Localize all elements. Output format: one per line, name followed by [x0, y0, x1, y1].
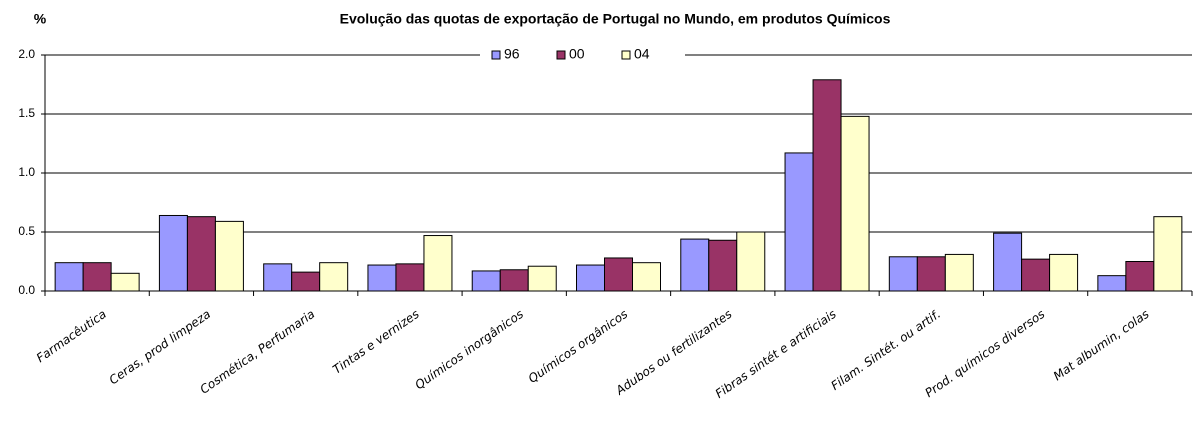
bar — [632, 262, 661, 292]
legend-label: 04 — [634, 46, 650, 62]
x-tick-label: Prod. químicos diversos — [923, 307, 1048, 400]
bar — [214, 220, 244, 292]
bar — [1049, 253, 1079, 292]
bar — [708, 239, 738, 292]
legend — [480, 46, 685, 64]
y-tick-label: 0.5 — [18, 224, 35, 238]
bar — [993, 232, 1023, 292]
bar — [263, 263, 293, 292]
bar — [186, 216, 216, 292]
x-tick-label: Adubos ou fertilizantes — [613, 307, 735, 398]
bar — [367, 264, 397, 292]
bar — [840, 115, 870, 292]
x-tick-label: Químicos orgânicos — [526, 307, 631, 386]
x-tick-label: Tintas e vernizes — [330, 307, 421, 377]
y-tick-label: 0.0 — [18, 283, 35, 297]
bar — [576, 264, 605, 292]
bar — [499, 269, 529, 292]
bar — [1153, 216, 1183, 292]
bar — [319, 262, 349, 292]
chart-title: Evolução das quotas de exportação de Por… — [340, 11, 891, 27]
legend-label: 96 — [504, 46, 520, 62]
x-tick-label: Químicos inorgânicos — [412, 307, 525, 392]
bar — [471, 270, 501, 292]
bar — [784, 152, 814, 292]
legend-swatch — [621, 50, 631, 60]
bar — [604, 257, 633, 292]
x-tick-label: Ceras, prod limpeza — [107, 307, 214, 387]
y-axis-label: % — [34, 11, 47, 27]
bar — [944, 253, 974, 292]
bar — [736, 231, 766, 292]
bar — [395, 263, 425, 292]
bar — [680, 238, 710, 292]
x-tick-label: Fibras sintét e artificiais — [713, 307, 839, 401]
x-tick-label: Filam. Sintét. ou artif. — [828, 307, 943, 393]
bar — [158, 214, 188, 292]
bar — [291, 271, 321, 292]
bar — [423, 235, 453, 292]
x-tick-label: Cosmética, Perfumaria — [197, 307, 317, 397]
legend-swatch — [491, 50, 501, 60]
bar — [812, 79, 842, 292]
y-tick-label: 1.5 — [18, 106, 35, 120]
legend-swatch — [556, 50, 566, 60]
bar — [1097, 275, 1127, 292]
bar — [888, 256, 918, 292]
bar — [1021, 258, 1051, 292]
bar — [82, 262, 112, 292]
legend-label: 00 — [569, 46, 585, 62]
x-tick-label: Mat albumin, colas — [1051, 307, 1152, 383]
bar — [110, 272, 140, 292]
bar — [916, 256, 946, 292]
y-tick-label: 1.0 — [18, 165, 35, 179]
bar — [527, 265, 557, 292]
bar — [54, 262, 84, 292]
x-tick-label: Farmacêutica — [34, 307, 109, 365]
bar — [1125, 261, 1155, 292]
y-tick-label: 2.0 — [18, 47, 35, 61]
